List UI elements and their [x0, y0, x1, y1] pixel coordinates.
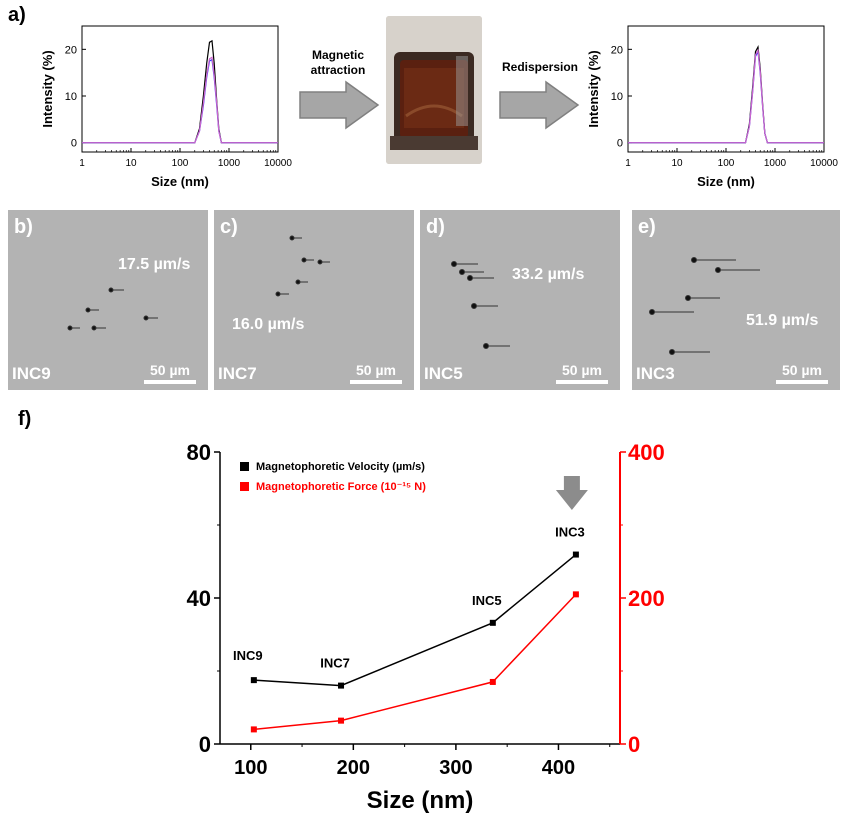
- micrograph-inc3: e) 51.9 µm/s INC3 50 µm: [632, 210, 840, 390]
- x-tick-label: 10000: [810, 158, 838, 169]
- legend-marker-0: [240, 462, 249, 471]
- y-right-tick-label: 200: [628, 586, 665, 611]
- series-line-1: [628, 49, 824, 144]
- micrograph-inc5: d) 33.2 µm/s INC5 50 µm: [420, 210, 620, 390]
- point-label: INC7: [320, 656, 350, 671]
- magnetophoresis-chart: 100 200 300 400 0 40 80 0 200 400 Size (nm) INC9 INC…: [187, 440, 665, 814]
- panel-f-label: f): [18, 408, 32, 430]
- x-tick-label: 100: [718, 158, 735, 169]
- series-line-0: [253, 554, 577, 687]
- y-right-tick-label: 0: [628, 732, 640, 757]
- x-tick-label: 100: [172, 158, 189, 169]
- y-tick-label: 0: [71, 138, 77, 150]
- y-tick-label: 20: [611, 44, 623, 56]
- x-axis-label: Size (nm): [697, 174, 755, 189]
- scale-bar: 50 µm: [556, 362, 608, 384]
- point-label: INC5: [472, 593, 502, 608]
- x-tick-label: 1000: [764, 158, 787, 169]
- x-tick-label: 1000: [218, 158, 241, 169]
- x-tick-label: 300: [439, 757, 472, 779]
- scale-bar: 50 µm: [350, 362, 402, 384]
- x-tick-label: 10: [671, 158, 683, 169]
- series-point-1: [250, 726, 257, 733]
- micrograph-letter: e): [638, 216, 656, 238]
- dls-chart-before: 1 10 100 1000 10000 0 10 20 Size (nm) Intensity (…: [40, 25, 292, 189]
- sample-name: INC3: [636, 364, 675, 383]
- scale-bar: 50 µm: [776, 362, 828, 384]
- x-tick-label: 100: [234, 757, 267, 779]
- series-line-1: [82, 58, 278, 144]
- series-point-1: [572, 591, 579, 598]
- series-point-1: [489, 678, 496, 685]
- down-arrow-icon: [555, 476, 588, 510]
- point-label: INC3: [555, 525, 585, 540]
- y-left-tick-label: 0: [199, 732, 211, 757]
- scale-bar: 50 µm: [144, 362, 196, 384]
- series-line-1: [253, 593, 577, 731]
- x-tick-label: 1: [625, 158, 631, 169]
- sample-name: INC7: [218, 364, 257, 383]
- redispersion-label: Redispersion: [501, 60, 579, 74]
- y-tick-label: 20: [65, 44, 77, 56]
- series-point-0: [489, 619, 496, 626]
- scale-bar-label: 50 µm: [782, 362, 822, 378]
- x-axis-label: Size (nm): [367, 787, 474, 814]
- y-tick-label: 0: [617, 138, 623, 150]
- magnetic-label-line1: Magnetic: [311, 48, 364, 62]
- y-right-tick-label: 400: [628, 440, 665, 465]
- legend-label-0: Magnetophoretic Velocity (µm/s): [256, 461, 425, 473]
- x-tick-label: 10000: [264, 158, 292, 169]
- micrograph-inc7: c) 16.0 µm/s INC7 50 µm: [214, 210, 414, 390]
- x-tick-label: 10: [125, 158, 137, 169]
- magnet-vial-image: [386, 16, 482, 164]
- magnetic-label-line2: attraction: [310, 63, 366, 77]
- x-tick-label: 200: [337, 757, 370, 779]
- particle-tracks-inc9: [67, 287, 158, 331]
- series-point-0: [338, 682, 345, 689]
- series-point-0: [250, 677, 257, 684]
- series-point-1: [338, 717, 345, 724]
- y-axis-label: Intensity (%): [586, 50, 601, 127]
- scale-bar-label: 50 µm: [150, 362, 190, 378]
- y-tick-label: 10: [65, 91, 77, 103]
- panel-a-label: a): [8, 4, 26, 26]
- x-axis-label: Size (nm): [151, 174, 209, 189]
- sample-name: INC5: [424, 364, 463, 383]
- dls-chart-after: 1 10 100 1000 10000 0 10 20 Size (nm) Intensity (…: [586, 25, 838, 189]
- vial-photo: [386, 16, 482, 164]
- series-point-0: [572, 551, 579, 558]
- plot-frame: [81, 25, 279, 153]
- y-left-tick-label: 40: [187, 586, 211, 611]
- x-tick-label: 400: [542, 757, 575, 779]
- velocity-label: 51.9 µm/s: [746, 312, 819, 329]
- point-label: INC9: [233, 648, 263, 663]
- scale-bar-label: 50 µm: [562, 362, 602, 378]
- scale-bar-label: 50 µm: [356, 362, 396, 378]
- redispersion-arrow-icon: [499, 80, 580, 130]
- sample-name: INC9: [12, 364, 51, 383]
- process-arrow-icon: [299, 80, 380, 130]
- series-line-2: [628, 48, 824, 144]
- velocity-label: 33.2 µm/s: [512, 266, 585, 283]
- plot-frame: [627, 25, 825, 153]
- particle-tracks-inc5: [451, 261, 510, 349]
- y-left-tick-label: 80: [187, 440, 211, 465]
- micrograph-inc9: b) 17.5 µm/s INC9 50 µm: [8, 210, 208, 390]
- legend-label-1: Magnetophoretic Force (10⁻¹⁵ N): [256, 481, 426, 493]
- x-tick-label: 1: [79, 158, 85, 169]
- legend-marker-1: [240, 482, 249, 491]
- micrograph-letter: b): [14, 216, 33, 238]
- micrograph-letter: d): [426, 216, 445, 238]
- series-line-0: [628, 44, 824, 144]
- y-tick-label: 10: [611, 91, 623, 103]
- velocity-label: 17.5 µm/s: [118, 256, 191, 273]
- particle-tracks-inc3: [649, 257, 760, 355]
- magnetic-attraction-label: Magnetic attraction: [296, 48, 380, 78]
- series-line-2: [82, 56, 278, 144]
- velocity-label: 16.0 µm/s: [232, 316, 305, 333]
- particle-tracks-inc7: [275, 235, 330, 297]
- y-axis-label: Intensity (%): [40, 50, 55, 127]
- series-line-0: [82, 39, 278, 144]
- micrograph-letter: c): [220, 216, 238, 238]
